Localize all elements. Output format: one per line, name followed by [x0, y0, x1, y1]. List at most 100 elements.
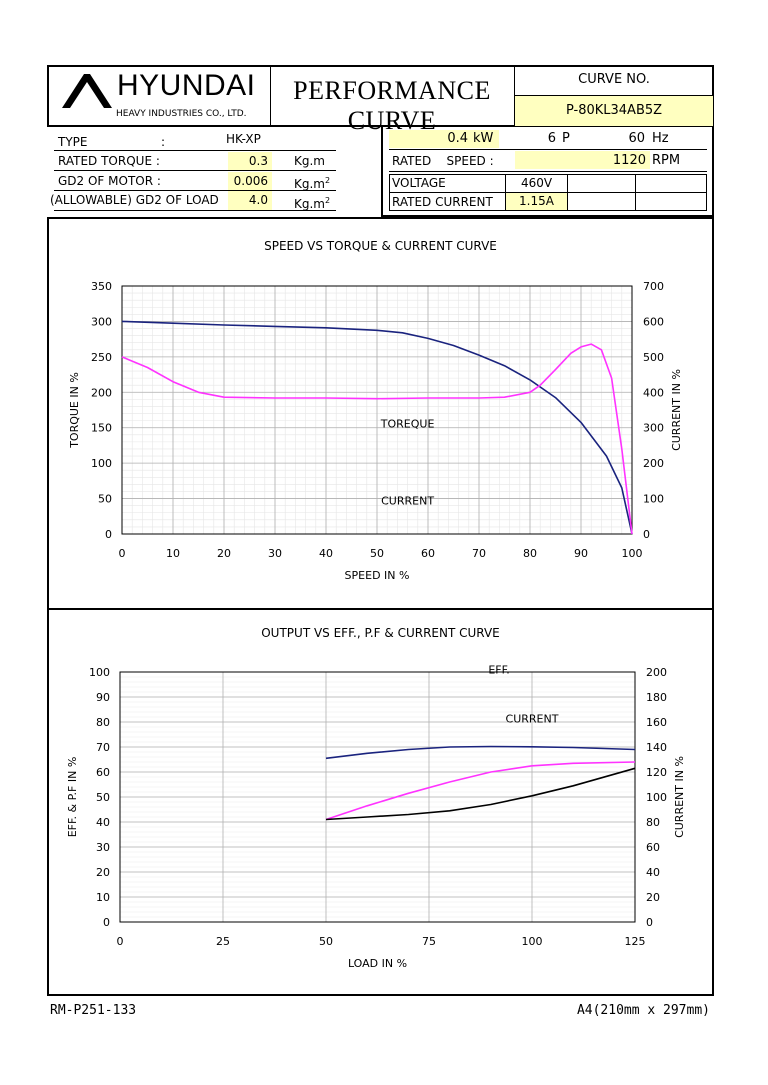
series-line-current — [121, 320, 633, 535]
header-divider — [514, 66, 515, 126]
y2-tick-label: 200 — [646, 666, 667, 679]
hyundai-logo — [62, 74, 112, 108]
rated-speed-highlight — [515, 151, 650, 169]
y-tick-label: 30 — [96, 841, 110, 854]
y2-tick-label: 100 — [643, 493, 664, 506]
x-tick-label: 100 — [522, 935, 543, 948]
y-tick-label: 60 — [96, 766, 110, 779]
y2-tick-label: 0 — [643, 528, 650, 541]
x-tick-label: 70 — [472, 547, 486, 560]
x-tick-label: 0 — [117, 935, 124, 948]
x-tick-label: 100 — [622, 547, 643, 560]
x-tick-label: 0 — [119, 547, 126, 560]
x-axis-title: SPEED IN % — [345, 569, 410, 582]
y2-tick-label: 160 — [646, 716, 667, 729]
gd2-motor-value: 0.006 — [228, 172, 272, 190]
document-code: RM-P251-133 — [50, 1003, 137, 1018]
y2-tick-label: 120 — [646, 766, 667, 779]
table-line — [505, 174, 506, 211]
x-tick-label: 125 — [625, 935, 646, 948]
curve-number: P-80KL34AB5Z — [515, 96, 713, 126]
y-tick-label: 80 — [96, 716, 110, 729]
gd2-load-unit: Kg.m2 — [294, 196, 331, 211]
poles-value: 6 — [547, 131, 556, 146]
power-value: 0.4 — [447, 131, 468, 146]
y-tick-label: 0 — [105, 528, 112, 541]
series-line-toreque — [121, 343, 633, 535]
y-axis-title: EFF. & P.F IN % — [66, 757, 79, 838]
electrical-specs-box — [381, 127, 714, 217]
y2-tick-label: 100 — [646, 791, 667, 804]
series-line-current — [325, 767, 636, 821]
curve-no-label: CURVE NO. — [578, 72, 650, 87]
y2-tick-label: 140 — [646, 741, 667, 754]
spec-underline — [389, 171, 707, 172]
voltage-label: VOLTAGE — [392, 176, 446, 190]
paper-size: A4(210mm x 297mm) — [576, 1003, 710, 1018]
x-tick-label: 50 — [319, 935, 333, 948]
y-tick-label: 50 — [98, 493, 112, 506]
x-tick-label: 50 — [370, 547, 384, 560]
rated-speed-value: 1120 — [612, 153, 646, 168]
x-tick-label: 10 — [166, 547, 180, 560]
chart2-title: OUTPUT VS EFF., P.F & CURRENT CURVE — [261, 626, 500, 640]
y-tick-label: 40 — [96, 816, 110, 829]
plot-area — [121, 285, 633, 535]
plot-area — [119, 671, 636, 923]
document-title: PERFORMANCE CURVE — [293, 76, 491, 135]
y-tick-label: 350 — [91, 280, 112, 293]
company-name: HEAVY INDUSTRIES CO., LTD. — [116, 109, 247, 119]
table-line — [389, 192, 707, 193]
y-tick-label: 50 — [96, 791, 110, 804]
y-tick-label: 10 — [96, 891, 110, 904]
y2-tick-label: 200 — [643, 457, 664, 470]
spec-underline — [389, 149, 707, 150]
gd2-motor-unit: Kg.m2 — [294, 176, 331, 191]
power-highlight — [389, 130, 499, 148]
frequency-value: 60 — [628, 131, 645, 146]
spec-underline — [54, 150, 336, 151]
table-line — [567, 174, 568, 211]
brand-name: HYUNDAI — [117, 69, 256, 102]
y-tick-label: 100 — [91, 457, 112, 470]
x-tick-label: 25 — [216, 935, 230, 948]
x-tick-label: 60 — [421, 547, 435, 560]
y2-tick-label: 40 — [646, 866, 660, 879]
header-frame — [47, 65, 714, 127]
y2-tick-label: 400 — [643, 386, 664, 399]
series-label-current: CURRENT — [506, 712, 559, 725]
y2-tick-label: 0 — [646, 916, 653, 929]
y2-tick-label: 300 — [643, 422, 664, 435]
power-unit: kW — [473, 131, 494, 146]
gd2-motor-label: GD2 OF MOTOR : — [58, 174, 161, 188]
gd2-load-value: 4.0 — [228, 191, 272, 210]
series-line-pf — [325, 761, 636, 821]
spec-underline — [54, 190, 336, 191]
x-tick-label: 75 — [422, 935, 436, 948]
x-tick-label: 40 — [319, 547, 333, 560]
series-label-toreque: TOREQUE — [380, 417, 435, 430]
y-tick-label: 0 — [103, 916, 110, 929]
rated-torque-value: 0.3 — [228, 152, 272, 170]
y2-tick-label: 180 — [646, 691, 667, 704]
y2-axis-title: CURRENT IN % — [673, 756, 686, 838]
y2-tick-label: 20 — [646, 891, 660, 904]
y2-tick-label: 500 — [643, 351, 664, 364]
x-tick-label: 90 — [574, 547, 588, 560]
output-eff-pf-current-chart: 0 25 50 75 100 125010203040506070809010002040… — [66, 664, 686, 971]
y-axis-title: TORQUE IN % — [68, 372, 81, 449]
y-tick-label: 20 — [96, 866, 110, 879]
header-divider — [270, 66, 271, 126]
y2-tick-label: 80 — [646, 816, 660, 829]
x-tick-label: 20 — [217, 547, 231, 560]
series-label-current: CURRENT — [381, 495, 434, 508]
speed-torque-current-chart: 0 10 20 30 40 50 60 70 80 90 100050100150200250300… — [68, 280, 683, 582]
type-label: TYPE — [58, 135, 88, 149]
y2-axis-title: CURRENT IN % — [670, 369, 683, 451]
spec-underline — [54, 170, 336, 171]
gd2-load-label: (ALLOWABLE) GD2 OF LOAD — [50, 193, 219, 207]
frequency-unit: Hz — [652, 131, 669, 146]
rated-speed-label: RATED SPEED : — [392, 154, 494, 168]
y2-tick-label: 60 — [646, 841, 660, 854]
y-tick-label: 90 — [96, 691, 110, 704]
